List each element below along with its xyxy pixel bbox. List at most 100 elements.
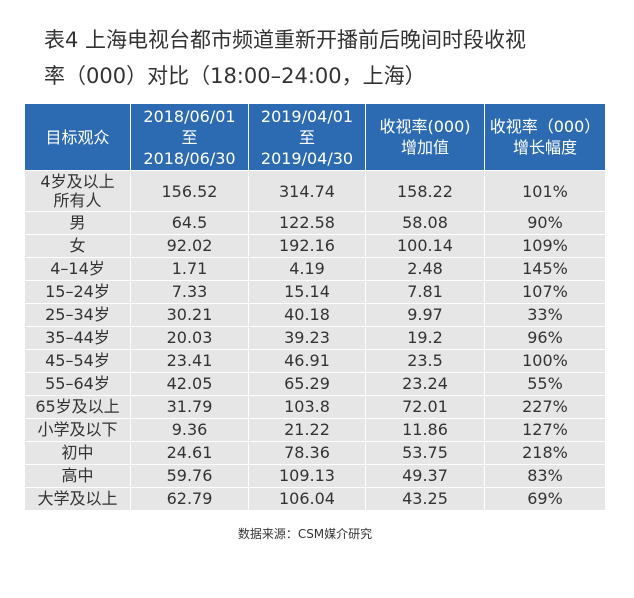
cell: 20.03: [130, 326, 249, 350]
cell: 2.48: [365, 257, 485, 281]
header-text: 收视率（000）: [489, 117, 601, 136]
table-row: 女 92.02 192.16 100.14 109%: [24, 234, 606, 258]
header-text: 2019/04/01: [260, 106, 354, 126]
cell: 11.86: [365, 418, 485, 442]
cell: 158.22: [365, 170, 485, 212]
row-label: 小学及以下: [24, 418, 131, 442]
header-text: 2018/06/01: [143, 106, 236, 126]
cell: 30.21: [130, 303, 249, 327]
table-row: 4岁及以上 所有人 156.52 314.74 158.22 101%: [24, 170, 606, 212]
cell: 65.29: [248, 372, 366, 396]
cell: 92.02: [130, 234, 249, 258]
title: 表4 上海电视台都市频道重新开播前后晚间时段收视 率（000）对比（18:00–2…: [44, 22, 526, 94]
row-label-text: 所有人: [53, 191, 102, 210]
cell: 24.61: [130, 441, 249, 465]
data-table: 目标观众 2018/06/01 至 2018/06/30 2019/04/01 至 2019…: [24, 103, 606, 511]
cell: 7.33: [130, 280, 249, 304]
table-row: 小学及以下 9.36 21.22 11.86 127%: [24, 418, 606, 442]
table-row: 45–54岁 23.41 46.91 23.5 100%: [24, 349, 606, 373]
cell: 156.52: [130, 170, 249, 212]
header-cell: 目标观众: [24, 103, 131, 171]
cell: 9.36: [130, 418, 249, 442]
table-row: 男 64.5 122.58 58.08 90%: [24, 211, 606, 235]
row-label-text: 65岁及以上: [35, 397, 120, 416]
cell: 100%: [484, 349, 606, 373]
header-text: 至: [298, 127, 315, 147]
row-label: 男: [24, 211, 131, 235]
row-label-text: 35–44岁: [45, 328, 110, 347]
cell: 55%: [484, 372, 606, 396]
cell: 103.8: [248, 395, 366, 419]
table-body: 4岁及以上 所有人 156.52 314.74 158.22 101% 男 64.5 122.5…: [24, 170, 606, 511]
cell: 21.22: [248, 418, 366, 442]
row-label-text: 女: [69, 236, 86, 255]
cell: 90%: [484, 211, 606, 235]
header-cell: 收视率(000) 增加值: [365, 103, 485, 171]
row-label-text: 15–24岁: [45, 282, 110, 301]
cell: 42.05: [130, 372, 249, 396]
cell: 64.5: [130, 211, 249, 235]
cell: 218%: [484, 441, 606, 465]
cell: 1.71: [130, 257, 249, 281]
row-label-text: 小学及以下: [37, 420, 118, 439]
row-label-text: 4岁及以上: [40, 172, 115, 191]
row-label: 45–54岁: [24, 349, 131, 373]
table-row: 65岁及以上 31.79 103.8 72.01 227%: [24, 395, 606, 419]
cell: 9.97: [365, 303, 485, 327]
cell: 101%: [484, 170, 606, 212]
row-label: 4岁及以上 所有人: [24, 170, 131, 212]
cell: 69%: [484, 487, 606, 511]
row-label: 4–14岁: [24, 257, 131, 281]
cell: 109%: [484, 234, 606, 258]
row-label: 35–44岁: [24, 326, 131, 350]
cell: 107%: [484, 280, 606, 304]
cell: 78.36: [248, 441, 366, 465]
row-label: 65岁及以上: [24, 395, 131, 419]
row-label: 15–24岁: [24, 280, 131, 304]
row-label: 55–64岁: [24, 372, 131, 396]
cell: 109.13: [248, 464, 366, 488]
title-line: 表4 上海电视台都市频道重新开播前后晚间时段收视: [44, 28, 527, 52]
row-label: 高中: [24, 464, 131, 488]
table-row: 15–24岁 7.33 15.14 7.81 107%: [24, 280, 606, 304]
table-row: 初中 24.61 78.36 53.75 218%: [24, 441, 606, 465]
row-label-text: 4–14岁: [50, 259, 105, 278]
header-text: 目标观众: [45, 127, 110, 147]
cell: 23.41: [130, 349, 249, 373]
cell: 39.23: [248, 326, 366, 350]
header-row: 目标观众 2018/06/01 至 2018/06/30 2019/04/01 至 2019…: [24, 103, 606, 171]
cell: 127%: [484, 418, 606, 442]
row-label: 女: [24, 234, 131, 258]
cell: 15.14: [248, 280, 366, 304]
cell: 314.74: [248, 170, 366, 212]
cell: 4.19: [248, 257, 366, 281]
title-line: 率（000）对比（18:00–24:00，上海）: [44, 64, 426, 88]
cell: 46.91: [248, 349, 366, 373]
table-row: 25–34岁 30.21 40.18 9.97 33%: [24, 303, 606, 327]
header-cell: 2018/06/01 至 2018/06/30: [130, 103, 249, 171]
row-label-text: 25–34岁: [45, 305, 110, 324]
table-row: 高中 59.76 109.13 49.37 83%: [24, 464, 606, 488]
cell: 106.04: [248, 487, 366, 511]
source: 数据来源：CSM媒介研究: [237, 527, 373, 541]
cell: 31.79: [130, 395, 249, 419]
cell: 7.81: [365, 280, 485, 304]
cell: 59.76: [130, 464, 249, 488]
cell: 227%: [484, 395, 606, 419]
row-label-text: 高中: [61, 466, 94, 485]
table-row: 35–44岁 20.03 39.23 19.2 96%: [24, 326, 606, 350]
cell: 43.25: [365, 487, 485, 511]
row-label-text: 初中: [61, 443, 94, 462]
header-text: 2019/04/30: [260, 148, 354, 168]
header-text: 至: [181, 127, 198, 147]
header-text: 收视率(000): [379, 117, 471, 136]
table-row: 大学及以上 62.79 106.04 43.25 69%: [24, 487, 606, 511]
cell: 53.75: [365, 441, 485, 465]
cell: 100.14: [365, 234, 485, 258]
header-text: 增长幅度: [512, 138, 577, 157]
cell: 19.2: [365, 326, 485, 350]
table-row: 4–14岁 1.71 4.19 2.48 145%: [24, 257, 606, 281]
cell: 23.24: [365, 372, 485, 396]
cell: 122.58: [248, 211, 366, 235]
cell: 192.16: [248, 234, 366, 258]
